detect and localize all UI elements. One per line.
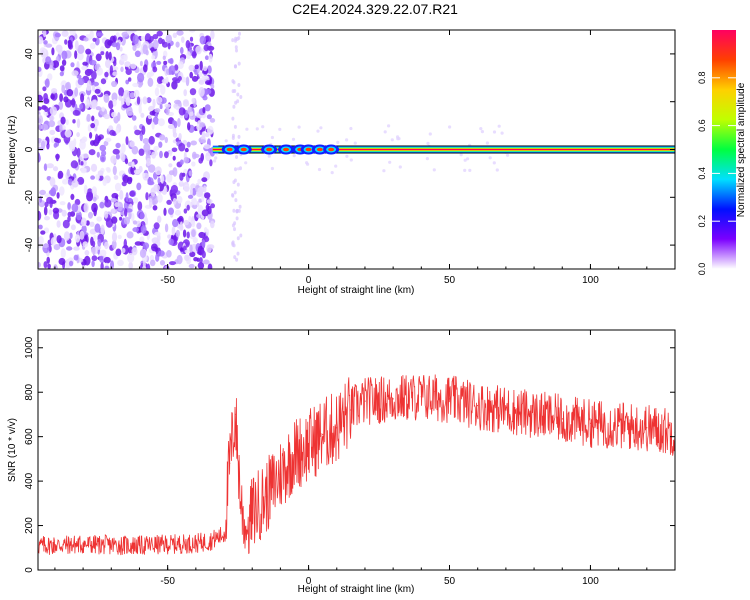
snr-data-point [138,545,141,547]
snr-data-point [223,533,225,536]
y-tick-label: 20 [24,96,35,108]
colorbar-tick-label: 0.4 [697,167,707,180]
signal-hotspot [261,144,278,155]
snr-plot-area [38,330,675,570]
x-tick-label: 50 [444,576,456,587]
snr-data-point [279,473,281,475]
signal-hotspot [221,144,238,155]
snr-series-line [38,374,675,556]
y-tick-label: 1000 [24,336,35,359]
y-tick-label: 0 [24,146,35,152]
y-tick-label: -40 [24,237,35,252]
snr-data-point [364,400,366,402]
snr-data-point [618,425,620,427]
y-tick-label: 400 [24,472,35,489]
colorbar-tick-label: 0.2 [697,215,707,228]
snr-data-point [246,531,248,533]
snr-data-point [477,405,479,407]
snr-data-point [589,422,592,424]
snr-data-point [336,427,338,429]
snr-data-point [195,542,197,544]
snr-frame [37,329,676,571]
x-tick-label: 50 [444,275,456,286]
x-tick-label: -50 [160,275,175,286]
x-tick-label: 0 [306,275,312,286]
snr-data-point [392,398,394,400]
colorbar-label: Normalized spectral amplitude [736,82,747,217]
snr-data-point [533,413,535,415]
signal-hotspot [278,144,295,155]
snr-data-point [251,511,253,513]
spectrogram-chart: -50 0 50 100 -40 -20 0 20 40 Height of straight … [7,29,676,296]
signal-band [212,145,675,154]
spectrogram-xlabel: Height of straight line (km) [298,285,415,296]
y-tick-label: 200 [24,517,35,534]
y-tick-label: -20 [24,190,35,205]
snr-data-point [350,409,352,411]
snr-xlabel: Height of straight line (km) [298,584,415,595]
snr-data-point [265,496,267,498]
snr-data-point [82,543,84,546]
signal-hotspot [235,144,252,155]
x-tick-label: -50 [160,576,175,587]
colorbar-gradient [712,30,736,269]
y-tick-label: 800 [24,383,35,400]
snr-data-point [308,445,310,447]
snr-data-point [240,502,242,504]
y-tick-label: 600 [24,428,35,445]
snr-data-point [229,462,231,464]
x-tick-label: 100 [582,275,599,286]
snr-data-point [293,453,296,455]
signal-hotspot [300,144,317,155]
colorbar-tick-label: 0.0 [697,263,707,276]
snr-data-point [420,396,422,398]
spectrogram-ylabel: Frequency (Hz) [7,116,18,185]
signal-hotspot [311,144,328,155]
snr-data-point [561,418,563,420]
snr-data-point [209,540,211,542]
y-tick-label: 0 [24,567,35,573]
colorbar-tick-label: 0.8 [697,72,707,85]
x-tick-label: 100 [582,576,599,587]
snr-data-point [505,409,507,411]
signal-hotspot [323,144,340,155]
snr-data-point [448,398,451,400]
noise-speckle [38,30,510,269]
snr-data-point [234,413,236,415]
snr-ylabel: SNR (10 * v/v) [7,418,18,482]
colorbar: 0.0 0.2 0.4 0.6 0.8 Normalized spectral ampl… [697,30,747,276]
x-tick-label: 0 [306,576,312,587]
colorbar-tick-label: 0.6 [697,119,707,132]
snr-data-point [322,433,324,435]
y-tick-label: 40 [24,48,35,60]
snr-data-point [646,427,648,429]
page-title: C2E4.2024.329.22.07.R21 [292,1,458,17]
